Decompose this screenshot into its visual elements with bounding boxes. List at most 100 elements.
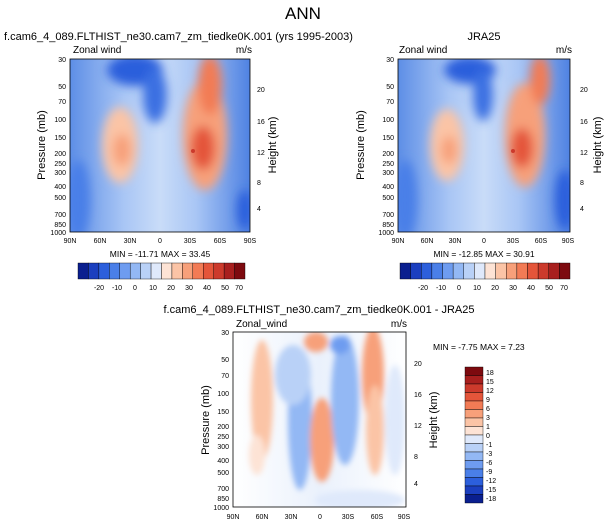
- panel-2-ytick: 70: [386, 99, 394, 106]
- colorbar-swatch: [474, 262, 486, 280]
- colorbar-swatch: [506, 262, 518, 280]
- panel-2-xtick: 90N: [392, 238, 405, 245]
- colorbar-label: -9: [486, 469, 492, 476]
- panel-2-ytick: 150: [382, 135, 394, 142]
- panel-3-ytick: 700: [217, 486, 229, 493]
- panel-2-ytick: 400: [382, 184, 394, 191]
- colorbar-swatch: [161, 262, 173, 280]
- colorbar-swatch: [464, 477, 484, 487]
- panel-3-ytick-right: 4: [414, 481, 418, 488]
- panel-2-ytick: 850: [382, 222, 394, 229]
- panel-3-xtick: 0: [318, 514, 322, 521]
- figure-title: ANN: [285, 4, 321, 23]
- panel-2-xtick: 30S: [507, 238, 520, 245]
- panel-1-title: f.cam6_4_089.FLTHIST_ne30.cam7_zm_tiedke…: [4, 31, 353, 43]
- panel-3-ytick-right: 12: [414, 423, 422, 430]
- panel-2-xtick: 0: [482, 238, 486, 245]
- panel-2-minmax: MIN = -12.85 MAX = 30.91: [433, 249, 534, 259]
- panel-1-ytick: 50: [58, 84, 66, 91]
- panel-2-title: JRA25: [467, 31, 500, 43]
- panel-3-ytick: 30: [221, 330, 229, 337]
- colorbar-label: -12: [486, 478, 496, 485]
- panel-3-ytick-right: 16: [414, 392, 422, 399]
- panel-1-xtick: 30N: [124, 238, 137, 245]
- panel-1-model: f.cam6_4_089.FLTHIST_ne30.cam7_zm_tiedke…: [4, 31, 353, 292]
- colorbar-label: -10: [436, 285, 446, 292]
- panel-3-xtick: 90S: [398, 514, 411, 521]
- panel-1-ylabel: Pressure (mb): [36, 110, 48, 180]
- panel-2-ytick-right: 12: [580, 150, 588, 157]
- colorbar-swatch: [464, 451, 484, 461]
- panel-3-ytick: 500: [217, 470, 229, 477]
- colorbar-swatch: [442, 262, 454, 280]
- panel-2-ytick: 50: [386, 84, 394, 91]
- panel-2-ytick: 30: [386, 57, 394, 64]
- colorbar-label: -3: [486, 451, 492, 458]
- colorbar-label: 30: [185, 285, 193, 292]
- colorbar-swatch: [223, 262, 235, 280]
- colorbar-swatch: [98, 262, 110, 280]
- panel-1-ytick-right: 4: [257, 206, 261, 213]
- panel-2-ytick-right: 20: [580, 87, 588, 94]
- panel-3-ylabel-right: Height (km): [428, 392, 440, 449]
- panel-2-ylabel-right: Height (km): [592, 117, 604, 174]
- colorbar-swatch: [171, 262, 183, 280]
- colorbar-label: 0: [486, 433, 490, 440]
- panel-1-minmax: MIN = -11.71 MAX = 33.45: [110, 249, 211, 259]
- colorbar-label: 70: [235, 285, 243, 292]
- panel-3-difference: f.cam6_4_089.FLTHIST_ne30.cam7_zm_tiedke…: [163, 304, 524, 521]
- panel-3-ytick: 100: [217, 391, 229, 398]
- colorbar-swatch: [192, 262, 204, 280]
- panel-1-colorbar: -20 -10 0 10 20 30 40 50 70: [77, 262, 246, 292]
- panel-2-ytick: 250: [382, 161, 394, 168]
- panel-3-units: m/s: [391, 319, 407, 330]
- colorbar-swatches: [399, 262, 571, 280]
- panel-1-field-label: Zonal wind: [73, 45, 121, 56]
- panel-1-ytick: 400: [54, 184, 66, 191]
- panel-1-xtick: 90N: [64, 238, 77, 245]
- panel-3-ytick: 300: [217, 444, 229, 451]
- panel-2-xtick: 60N: [421, 238, 434, 245]
- panel-3-ytick: 200: [217, 424, 229, 431]
- panel-3-ytick: 250: [217, 434, 229, 441]
- colorbar-swatch: [464, 417, 484, 427]
- colorbar-swatch: [77, 262, 89, 280]
- colorbar-label: 20: [491, 285, 499, 292]
- colorbar-label: 10: [473, 285, 481, 292]
- panel-1-ytick: 700: [54, 212, 66, 219]
- colorbar-swatch: [464, 460, 484, 470]
- panel-2-ylabel: Pressure (mb): [355, 110, 367, 180]
- colorbar-label: -18: [486, 496, 496, 503]
- colorbar-swatch: [464, 485, 484, 495]
- panel-1-xtick: 30S: [184, 238, 197, 245]
- panel-2-ytick-right: 4: [580, 206, 584, 213]
- colorbar-swatches: [77, 262, 246, 280]
- colorbar-swatch: [88, 262, 100, 280]
- panel-1-contour-field: [70, 59, 250, 232]
- panel-2-units: m/s: [556, 45, 572, 56]
- colorbar-swatch: [464, 392, 484, 402]
- panel-1-ytick: 70: [58, 99, 66, 106]
- colorbar-label: 70: [560, 285, 568, 292]
- colorbar-swatch: [464, 434, 484, 444]
- colorbar-swatch: [464, 494, 484, 504]
- panel-2-ytick: 100: [382, 117, 394, 124]
- colorbar-label: -20: [94, 285, 104, 292]
- colorbar-swatch: [463, 262, 475, 280]
- colorbar-swatch: [399, 262, 411, 280]
- panel-1-ytick: 300: [54, 170, 66, 177]
- panel-1-xtick: 90S: [244, 238, 257, 245]
- colorbar-label: -20: [418, 285, 428, 292]
- panel-1-ylabel-right: Height (km): [267, 117, 279, 174]
- colorbar-swatch: [559, 262, 571, 280]
- colorbar-label: 40: [527, 285, 535, 292]
- panel-1-ytick: 150: [54, 135, 66, 142]
- panel-3-xtick: 60N: [256, 514, 269, 521]
- colorbar-swatch: [410, 262, 422, 280]
- colorbar-label: -10: [112, 285, 122, 292]
- panel-2-xtick: 30N: [449, 238, 462, 245]
- colorbar-swatch: [140, 262, 152, 280]
- colorbar-swatch: [537, 262, 549, 280]
- colorbar-swatch: [484, 262, 496, 280]
- panel-2-ytick: 500: [382, 195, 394, 202]
